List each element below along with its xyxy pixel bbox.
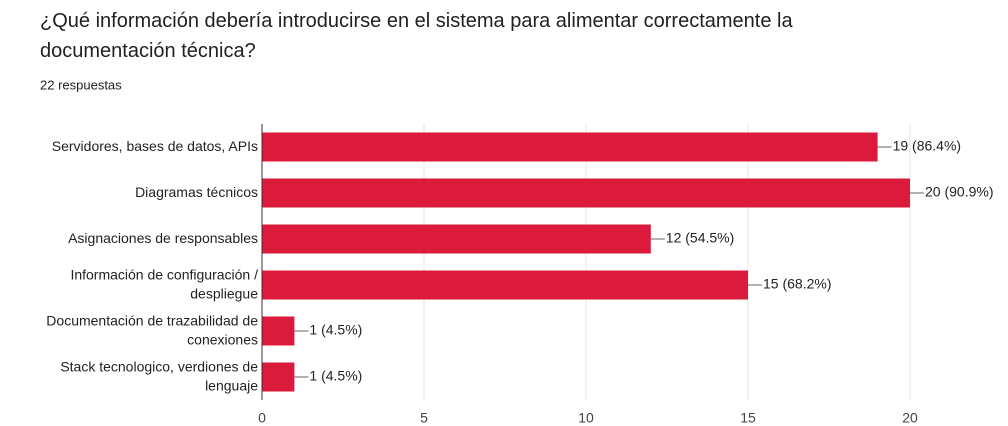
x-tick-label: 10 (578, 410, 594, 426)
bar (262, 224, 651, 254)
y-tick-label: Asignaciones de responsables (68, 230, 258, 246)
value-label: 19 (86.4%) (893, 138, 961, 154)
bar (262, 316, 295, 346)
y-tick-label: Stack tecnologico, verdiones de lenguaje (60, 358, 258, 393)
y-tick-label: Diagramas técnicos (135, 184, 258, 200)
chart-title: ¿Qué información debería introducirse en… (40, 10, 793, 62)
y-tick-label: Documentación de trazabilidad de conexion… (46, 312, 258, 347)
y-tick-label: Servidores, bases de datos, APIs (52, 138, 258, 154)
value-label: 1 (4.5%) (309, 368, 362, 384)
bar (262, 270, 748, 300)
bar (262, 132, 878, 162)
bar (262, 362, 295, 392)
bar (262, 178, 910, 208)
value-label: 12 (54.5%) (666, 230, 734, 246)
y-tick-label: Información de configuración / despliegue (70, 266, 258, 301)
value-label: 15 (68.2%) (763, 276, 831, 292)
x-tick-label: 0 (258, 410, 266, 426)
x-tick-label: 20 (902, 410, 918, 426)
chart-subtitle: 22 respuestas (40, 77, 122, 92)
value-label: 20 (90.9%) (925, 184, 993, 200)
x-tick-label: 15 (740, 410, 756, 426)
x-tick-label: 5 (420, 410, 428, 426)
value-label: 1 (4.5%) (309, 322, 362, 338)
